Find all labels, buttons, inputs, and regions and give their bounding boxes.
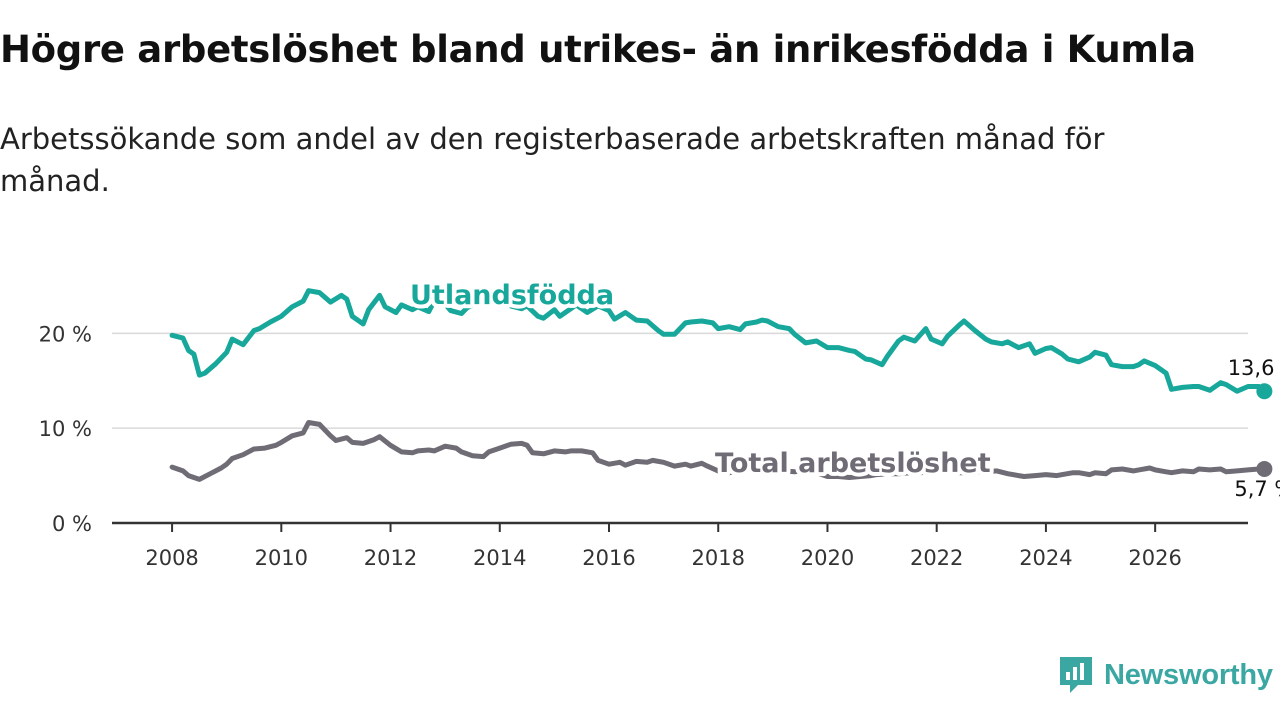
- series-end-label: 13,6 %: [1228, 356, 1280, 380]
- y-tick-label: 10 %: [39, 417, 92, 441]
- x-tick-label: 2024: [1019, 546, 1072, 570]
- series-end-label: 5,7 %: [1234, 477, 1280, 501]
- x-tick-label: 2012: [364, 546, 417, 570]
- brand-name: Newsworthy: [1104, 659, 1273, 692]
- newsworthy-logo-icon: [1058, 655, 1094, 695]
- y-tick-label: 0 %: [52, 512, 92, 536]
- series-name-label: Utlandsfödda: [410, 280, 614, 311]
- line-chart: 0 % 10 % 20 % 2008 2010 2012 2014 2016 2018 2020 2…: [0, 0, 1280, 720]
- x-tick-label: 2014: [473, 546, 526, 570]
- series-end-dot: [1256, 461, 1272, 477]
- gridlines: [112, 333, 1248, 428]
- x-tick-label: 2020: [801, 546, 854, 570]
- x-tick-label: 2008: [145, 546, 198, 570]
- series-line: [172, 291, 1264, 392]
- x-tick-label: 2018: [692, 546, 745, 570]
- newsworthy-brand[interactable]: Newsworthy: [1058, 654, 1273, 696]
- series-end-dot: [1256, 383, 1272, 399]
- x-tick-label: 2010: [255, 546, 308, 570]
- x-tick-label: 2022: [910, 546, 963, 570]
- y-tick-label: 20 %: [39, 322, 92, 346]
- series-name-label: Total arbetslöshet: [715, 448, 991, 479]
- x-tick-label: 2016: [582, 546, 635, 570]
- x-tick-label: 2026: [1128, 546, 1181, 570]
